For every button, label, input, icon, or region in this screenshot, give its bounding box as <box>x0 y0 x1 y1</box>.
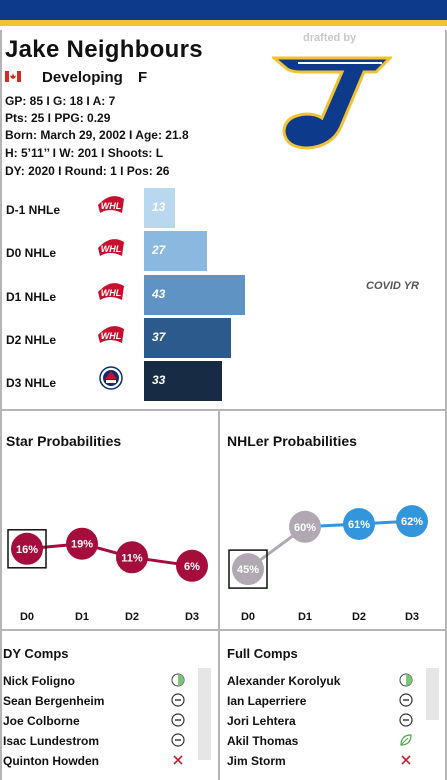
list-item[interactable]: Nick Foligno <box>3 674 75 688</box>
probability-value: 6% <box>184 561 200 573</box>
development-status: Developing <box>42 69 123 86</box>
probability-value: 11% <box>121 552 143 564</box>
minus-circle-icon <box>171 713 185 727</box>
panel-divider <box>218 629 220 780</box>
whl-logo-icon: WHL <box>98 196 124 213</box>
year-label: D2 <box>352 611 366 623</box>
full-comps-scrollbar[interactable] <box>426 668 439 720</box>
section-divider <box>0 629 447 631</box>
list-item[interactable]: Alexander Korolyuk <box>227 674 341 688</box>
nhle-bar: 43 <box>144 275 246 315</box>
nhler-probability-chart: 45% 60% 61% 62% D0 D1 D2 D3 <box>228 505 428 623</box>
current-year-box <box>228 549 268 589</box>
year-label: D3 <box>405 611 419 623</box>
probability-value: 16% <box>16 544 38 556</box>
nhle-label: D3 NHLe <box>6 376 57 390</box>
star-probability-chart: 16% 19% 11% 6% D0 D1 D2 D3 <box>7 527 208 623</box>
ahl-logo-icon <box>99 366 123 390</box>
year-label: D0 <box>241 611 255 623</box>
year-label: D2 <box>125 611 139 623</box>
list-item[interactable]: Jim Storm <box>227 754 286 768</box>
year-label: D3 <box>185 611 199 623</box>
list-item[interactable]: Joe Colborne <box>3 714 80 728</box>
nhle-value: 43 <box>152 287 166 301</box>
probability-dot <box>116 541 148 574</box>
points-ppg: Pts: 25 I PPG: 0.29 <box>5 111 111 125</box>
x-icon <box>173 755 183 765</box>
minus-circle-icon <box>171 733 185 747</box>
nhle-value: 13 <box>152 200 166 214</box>
x-icon <box>401 755 411 765</box>
svg-text:WHL: WHL <box>101 201 122 211</box>
nhle-value: 37 <box>152 330 166 344</box>
year-label: D1 <box>298 611 312 623</box>
gold-stripe <box>0 20 447 26</box>
full-comps-title: Full Comps <box>227 646 298 661</box>
probability-dot <box>232 553 264 586</box>
svg-text:WHL: WHL <box>101 244 122 254</box>
leaf-icon <box>400 734 412 746</box>
list-item[interactable]: Akil Thomas <box>227 734 299 748</box>
card-frame <box>0 30 447 780</box>
nhle-label: D1 NHLe <box>6 290 57 304</box>
dy-comps-scrollbar[interactable] <box>198 668 211 760</box>
section-divider <box>0 409 447 411</box>
nhle-label: D0 NHLe <box>6 246 57 260</box>
team-color-bar <box>0 0 447 30</box>
whl-logo-icon: WHL <box>98 239 124 256</box>
player-name: Jake Neighbours <box>5 36 203 63</box>
minus-circle-icon <box>399 693 413 707</box>
probability-value: 45% <box>237 564 259 576</box>
half-circle-icon <box>399 673 413 687</box>
whl-logo-icon: WHL <box>98 326 124 343</box>
probability-dot <box>343 507 375 540</box>
nhle-value: 27 <box>152 243 166 257</box>
canada-flag-icon <box>5 71 21 82</box>
height-weight-shoots: H: 5’11’’ I W: 201 I Shoots: L <box>5 146 164 160</box>
navy-stripe <box>0 0 447 20</box>
nhle-bar: 37 <box>144 318 231 358</box>
probability-value: 19% <box>71 539 93 551</box>
team-logo <box>272 56 392 150</box>
draft-info: DY: 2020 I Round: 1 I Pos: 26 <box>5 164 170 178</box>
probability-dot <box>11 532 43 565</box>
list-item[interactable]: Quinton Howden <box>3 754 99 768</box>
svg-text:WHL: WHL <box>101 331 122 341</box>
nhle-bar: 33 <box>144 361 222 401</box>
nhle-bar: 13 <box>144 188 175 228</box>
probability-value: 60% <box>294 522 316 534</box>
games-goals-assists: GP: 85 I G: 18 I A: 7 <box>5 94 116 108</box>
minus-circle-icon <box>399 713 413 727</box>
panel-divider <box>218 409 220 630</box>
list-item[interactable]: Isac Lundestrom <box>3 734 100 748</box>
list-item[interactable]: Jori Lehtera <box>227 714 296 728</box>
svg-text:WHL: WHL <box>101 288 122 298</box>
nhle-label: D-1 NHLe <box>6 203 61 217</box>
dy-comps-title: DY Comps <box>3 646 69 661</box>
probability-dot <box>289 510 321 543</box>
half-circle-icon <box>171 673 185 687</box>
list-item[interactable]: Sean Bergenheim <box>3 694 105 708</box>
birth-age: Born: March 29, 2002 I Age: 21.8 <box>5 128 189 142</box>
drafted-by-label: drafted by <box>303 32 357 44</box>
covid-note: COVID YR <box>366 280 419 292</box>
probability-value: 62% <box>401 516 423 528</box>
list-item[interactable]: Ian Laperriere <box>227 694 307 708</box>
player-position: F <box>138 69 148 86</box>
year-label: D1 <box>75 611 89 623</box>
whl-logo-icon: WHL <box>98 283 124 300</box>
nhle-bar: 27 <box>144 231 208 271</box>
year-label: D0 <box>20 611 34 623</box>
probability-dot <box>396 505 428 538</box>
minus-circle-icon <box>171 693 185 707</box>
nhler-probabilities-title: NHLer Probabilities <box>227 433 357 449</box>
probability-dot <box>66 527 98 560</box>
current-year-box <box>7 529 47 569</box>
probability-value: 61% <box>348 519 370 531</box>
nhle-label: D2 NHLe <box>6 333 57 347</box>
star-probabilities-title: Star Probabilities <box>6 433 122 449</box>
probability-dot <box>176 549 208 582</box>
nhle-value: 33 <box>152 373 166 387</box>
